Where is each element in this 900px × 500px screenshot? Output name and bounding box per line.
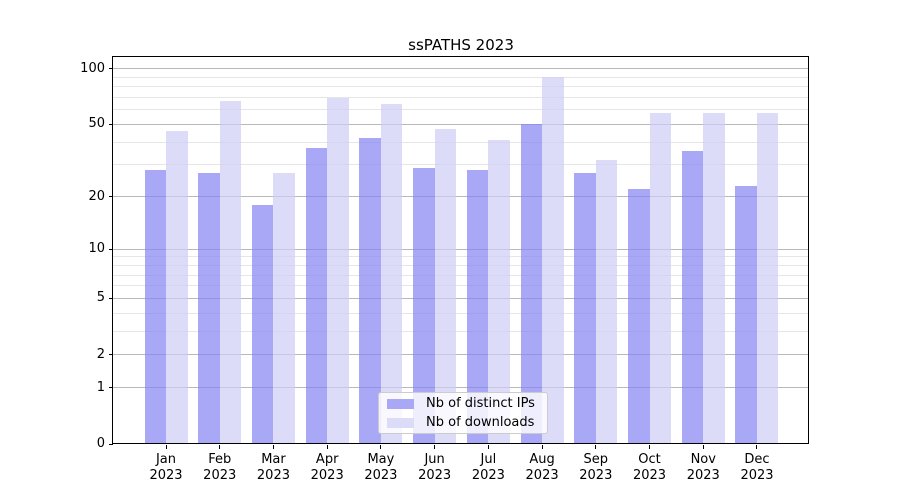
- x-tick-label-jul: Jul 2023: [471, 452, 505, 483]
- x-tick-mark: [649, 445, 651, 449]
- major-gridline: [113, 387, 809, 389]
- bar-distinct-ips-aug: [520, 124, 543, 444]
- bar-downloads-jun: [434, 129, 457, 444]
- x-tick-label-apr: Apr 2023: [310, 452, 344, 483]
- gridline-layer: [113, 57, 809, 444]
- legend-item-distinct-ips: Nb of distinct IPs: [379, 396, 547, 412]
- major-gridline: [113, 248, 809, 250]
- bar-distinct-ips-jun: [413, 167, 435, 444]
- bar-distinct-ips-oct: [628, 189, 650, 444]
- minor-gridline: [113, 141, 809, 143]
- legend-item-downloads: Nb of downloads: [379, 415, 547, 431]
- y-tick-label: 1: [96, 379, 105, 395]
- y-tick-mark: [109, 123, 113, 125]
- minor-gridline: [113, 274, 809, 276]
- major-gridline: [113, 196, 809, 198]
- bar-distinct-ips-feb: [198, 173, 220, 444]
- x-tick-mark: [487, 445, 489, 449]
- bar-distinct-ips-sep: [574, 173, 596, 444]
- bar-distinct-ips-mar: [251, 204, 274, 444]
- major-gridline: [113, 297, 809, 299]
- x-tick-label-nov: Nov 2023: [686, 452, 720, 483]
- y-tick-mark: [109, 297, 113, 299]
- y-tick-label: 100: [80, 60, 105, 76]
- x-tick-label-oct: Oct 2023: [632, 452, 667, 483]
- x-tick-mark: [380, 445, 382, 449]
- x-tick-mark: [595, 445, 597, 449]
- x-tick-label-dec: Dec 2023: [740, 452, 774, 483]
- bar-distinct-ips-may: [359, 138, 381, 444]
- x-tick-label-may: May 2023: [364, 452, 398, 483]
- y-tick-mark: [109, 443, 113, 445]
- x-tick-mark: [272, 445, 274, 449]
- legend-swatch-downloads: [387, 417, 414, 428]
- bar-downloads-may: [380, 103, 403, 444]
- y-tick-mark: [109, 354, 113, 356]
- bar-distinct-ips-jan: [144, 170, 166, 444]
- x-tick-label-aug: Aug 2023: [525, 452, 559, 483]
- bar-downloads-apr: [327, 97, 349, 444]
- y-tick-mark: [109, 68, 113, 70]
- y-tick-mark: [109, 387, 113, 389]
- bar-downloads-mar: [273, 173, 295, 444]
- y-tick-label: 5: [96, 290, 105, 306]
- minor-gridline: [113, 264, 809, 266]
- bar-distinct-ips-jul: [466, 170, 489, 444]
- bar-downloads-aug: [542, 77, 564, 444]
- x-tick-mark: [219, 445, 221, 449]
- minor-gridline: [113, 86, 809, 88]
- legend: Nb of distinct IPs Nb of downloads: [378, 392, 548, 434]
- bar-downloads-jul: [488, 140, 510, 444]
- x-tick-mark: [165, 445, 167, 449]
- y-tick-mark: [109, 248, 113, 250]
- x-tick-label-feb: Feb 2023: [203, 452, 237, 483]
- minor-gridline: [113, 97, 809, 99]
- bar-distinct-ips-nov: [681, 150, 704, 444]
- plot-frame: [112, 56, 809, 444]
- minor-gridline: [113, 285, 809, 287]
- y-tick-label: 0: [96, 436, 105, 451]
- minor-gridline: [113, 164, 809, 166]
- y-tick-label: 20: [88, 188, 105, 204]
- y-tick-label: 2: [96, 346, 105, 362]
- x-tick-label-sep: Sep 2023: [579, 452, 613, 483]
- bar-downloads-jan: [166, 131, 188, 444]
- legend-label-distinct-ips: Nb of distinct IPs: [426, 396, 535, 411]
- bar-downloads-dec: [756, 112, 779, 444]
- bar-distinct-ips-dec: [735, 185, 757, 444]
- bar-downloads-sep: [595, 159, 618, 444]
- minor-gridline: [113, 109, 809, 111]
- x-tick-mark: [756, 445, 758, 449]
- x-tick-label-mar: Mar 2023: [256, 452, 290, 483]
- minor-gridline: [113, 312, 809, 314]
- y-tick-label: 10: [88, 241, 105, 257]
- minor-gridline: [113, 76, 809, 78]
- legend-swatch-distinct-ips: [387, 398, 414, 409]
- x-tick-mark: [702, 445, 704, 449]
- bar-downloads-feb: [219, 101, 242, 444]
- x-tick-mark: [541, 445, 543, 449]
- chart-title: ssPATHS 2023: [408, 36, 514, 54]
- minor-gridline: [113, 330, 809, 332]
- legend-label-downloads: Nb of downloads: [426, 415, 535, 430]
- y-tick-mark: [109, 196, 113, 198]
- bar-downloads-nov: [703, 112, 725, 444]
- major-gridline: [113, 68, 809, 70]
- y-tick-label: 50: [88, 116, 105, 132]
- major-gridline: [113, 354, 809, 356]
- x-tick-label-jun: Jun 2023: [418, 452, 452, 483]
- bar-downloads-oct: [649, 112, 672, 444]
- bar-layer: [113, 57, 809, 444]
- x-tick-mark: [326, 445, 328, 449]
- x-tick-label-jan: Jan 2023: [149, 452, 183, 483]
- x-tick-mark: [434, 445, 436, 449]
- minor-gridline: [113, 256, 809, 258]
- major-gridline: [113, 123, 809, 125]
- bar-distinct-ips-apr: [305, 148, 328, 444]
